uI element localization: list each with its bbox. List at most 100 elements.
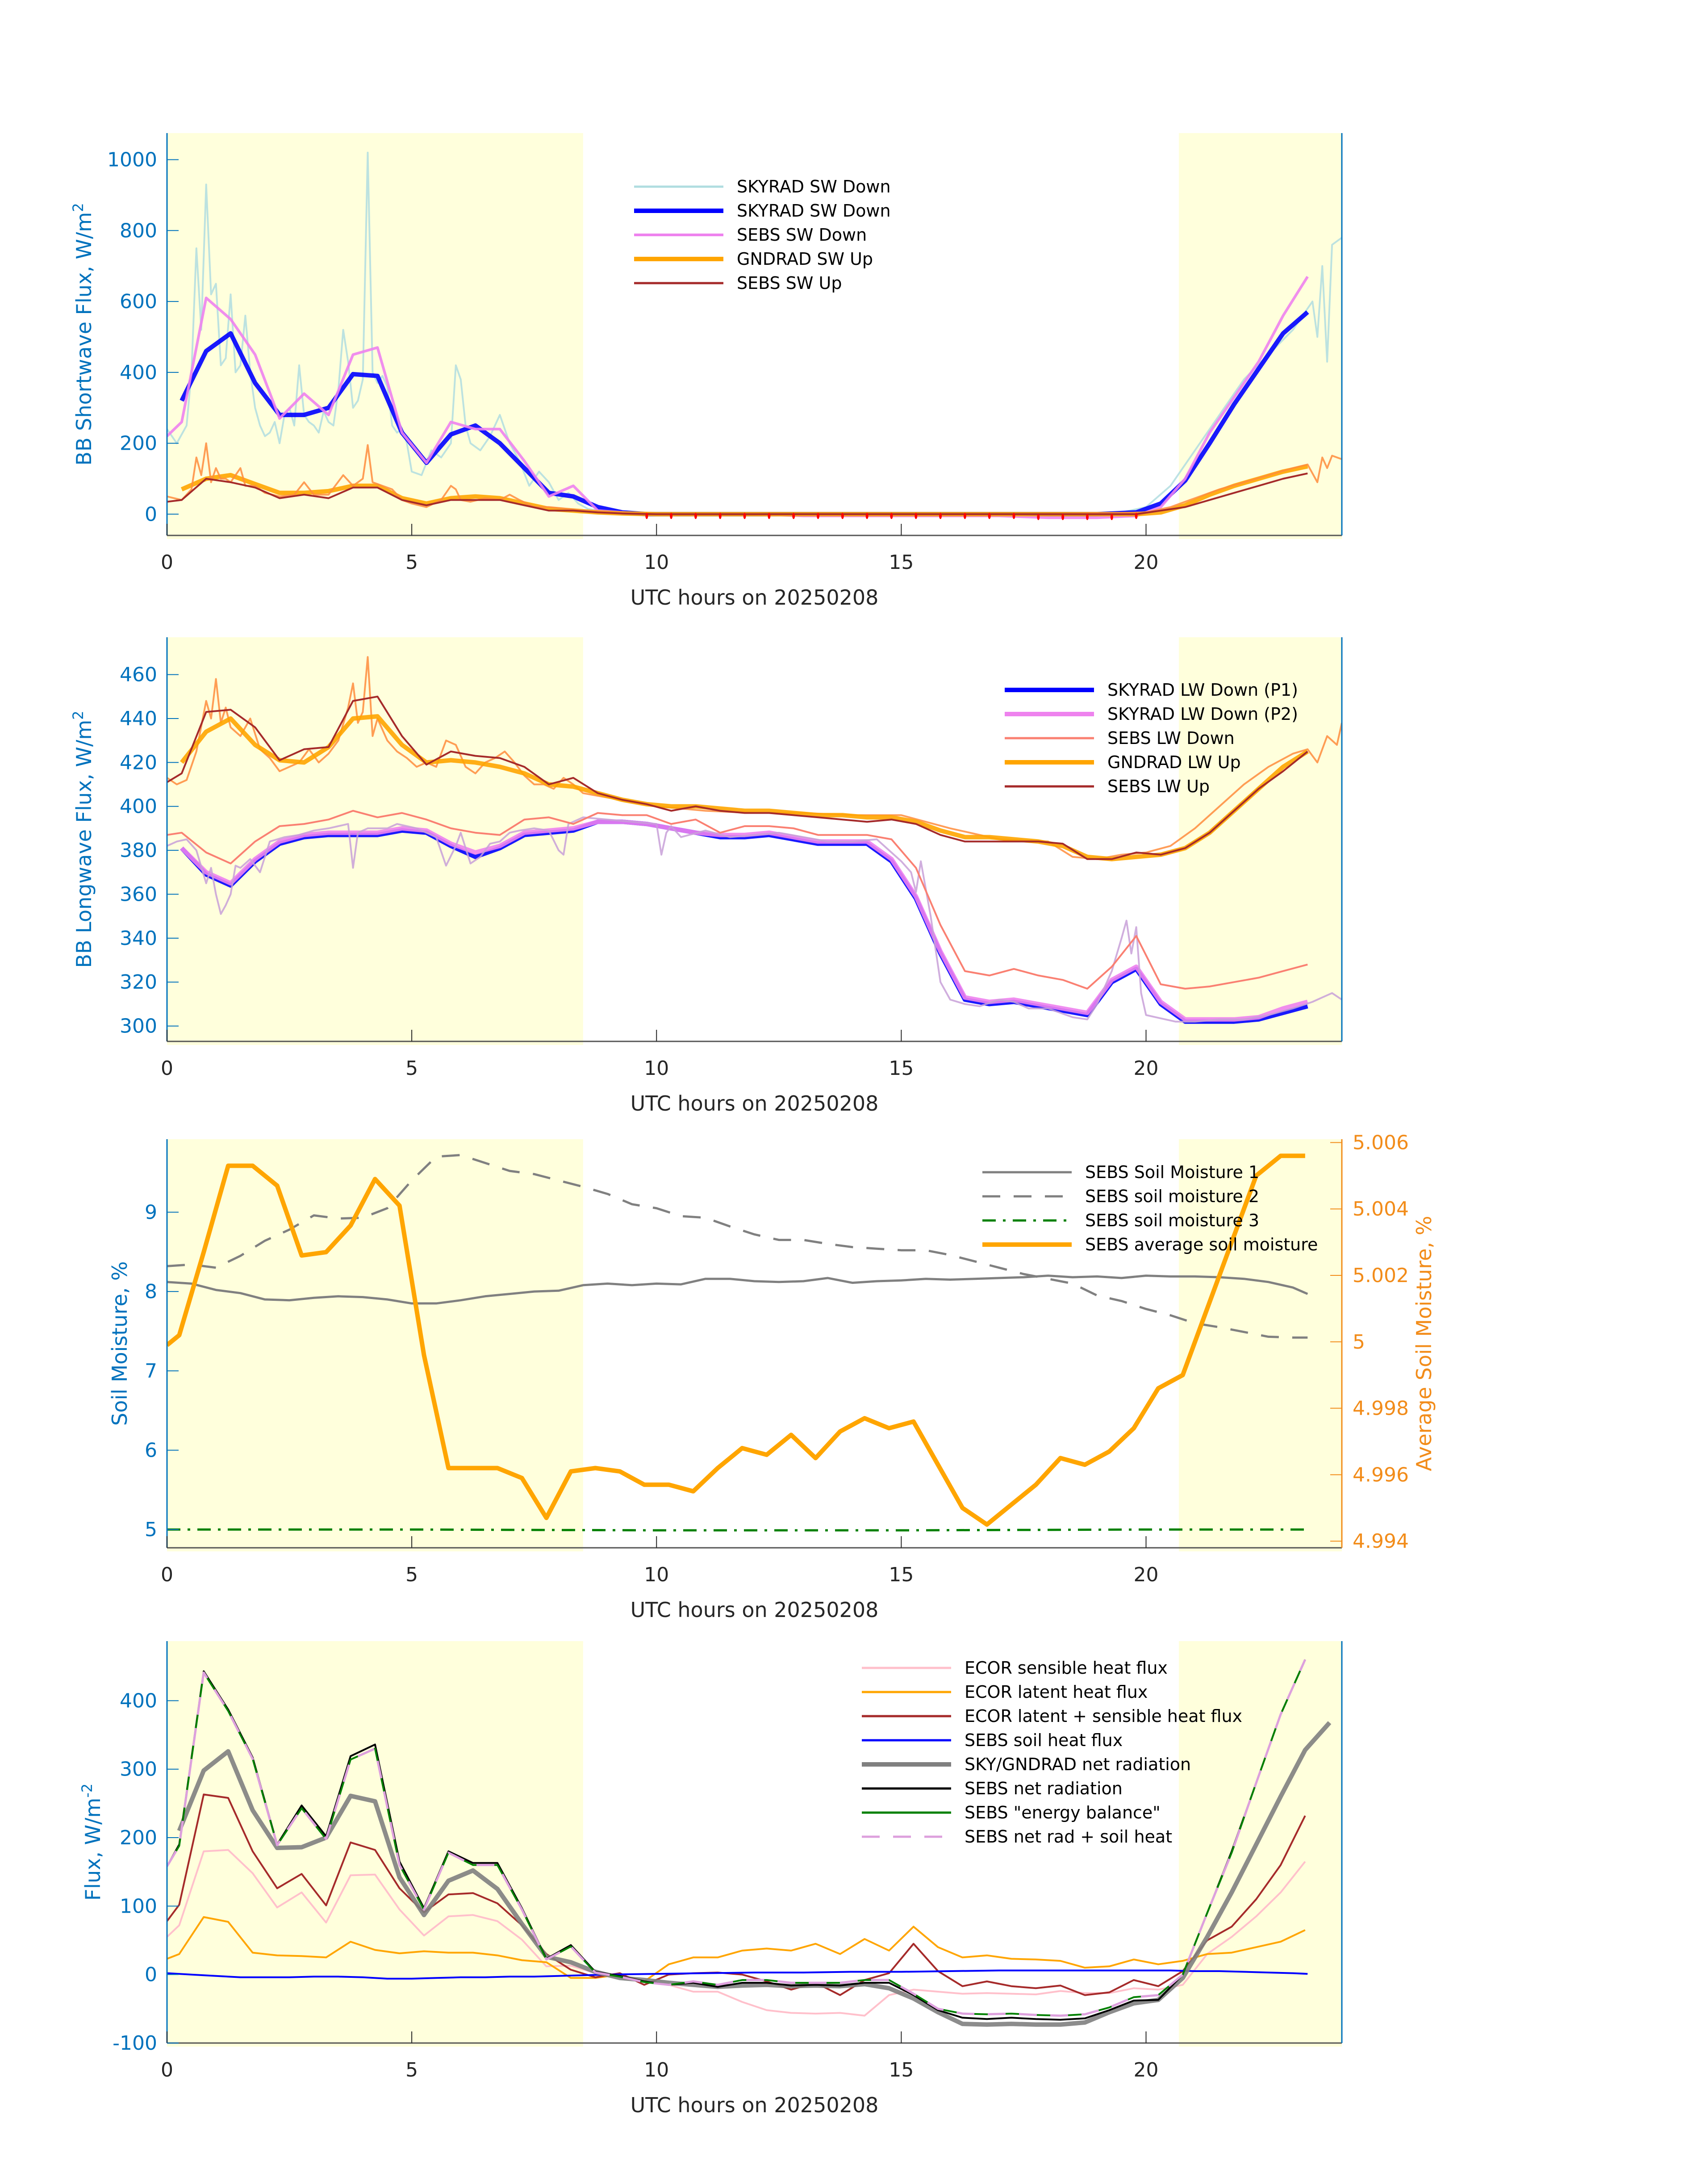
x-tick-label: 20 — [1134, 1563, 1159, 1586]
panel-longwave: 0 5 10 15 20 300 320 340 360 380 400 420 440 460 UTC h… — [70, 637, 1343, 1116]
series-line-sebs-soil-moisture-1 — [167, 1274, 1308, 1305]
legend-item[interactable]: ECOR sensible heat flux — [862, 1658, 1168, 1678]
series-line-sebs-lw-up — [167, 695, 1308, 860]
legend-item[interactable]: SEBS LW Up — [1005, 777, 1210, 796]
y-axis-label-main: BB Longwave Flux, W/m — [72, 720, 96, 968]
legend-item[interactable]: SEBS "energy balance" — [862, 1803, 1161, 1822]
legend-label: SEBS soil heat flux — [965, 1730, 1123, 1750]
series-line-ecor-sensible-heat-flux — [167, 1849, 1306, 2017]
legend-item[interactable]: ECOR latent + sensible heat flux — [862, 1706, 1242, 1726]
y-tick-label: 320 — [120, 971, 157, 994]
legend-item[interactable]: SKYRAD LW Down (P1) — [1005, 680, 1298, 700]
y2-tick-label: 4.998 — [1353, 1397, 1409, 1420]
legend-item[interactable]: SKYRAD SW Down — [634, 177, 891, 196]
legend-item[interactable]: SEBS LW Down — [1005, 728, 1235, 748]
missing-data-marker — [1086, 514, 1089, 520]
missing-data-marker — [670, 513, 673, 519]
daylight-band — [167, 1641, 583, 2047]
legend-label: SEBS net rad + soil heat — [965, 1827, 1172, 1847]
legend-item[interactable]: GNDRAD SW Up — [634, 249, 873, 269]
y-axis-label-main: Flux, W/m — [81, 1798, 105, 1901]
legend-item[interactable]: GNDRAD LW Up — [1005, 752, 1241, 772]
x-tick-label: 10 — [644, 1057, 669, 1080]
legend: SKYRAD LW Down (P1) SKYRAD LW Down (P2) SE… — [1005, 680, 1298, 796]
legend-item[interactable]: SEBS net rad + soil heat — [862, 1827, 1172, 1847]
x-tick-label: 15 — [889, 551, 914, 574]
missing-data-marker — [890, 513, 893, 519]
missing-data-marker — [1037, 514, 1040, 520]
legend-label: SEBS soil moisture 3 — [1085, 1211, 1259, 1230]
series-line-ecor-latent-heat-flux — [167, 1916, 1306, 1982]
legend-item[interactable]: SEBS Soil Moisture 1 — [982, 1162, 1259, 1182]
missing-data-marker — [1012, 513, 1015, 519]
y2-tick-label: 5.002 — [1353, 1264, 1409, 1287]
legend-label: SKYRAD LW Down (P2) — [1107, 704, 1298, 724]
legend-label: SEBS LW Up — [1107, 777, 1210, 796]
y-tick-label: 0 — [145, 1964, 157, 1986]
missing-data-marker — [1061, 514, 1065, 520]
legend-item[interactable]: ECOR latent heat flux — [862, 1682, 1148, 1702]
x-tick-label: 20 — [1134, 551, 1159, 574]
legend-item[interactable]: SEBS SW Up — [634, 273, 842, 293]
plot-area — [167, 1153, 1308, 1532]
plot-area — [167, 656, 1342, 1024]
y2-tick-label: 4.994 — [1353, 1530, 1409, 1553]
legend-label: SKYRAD SW Down — [737, 201, 891, 221]
y-tick-label: 360 — [120, 883, 157, 906]
y-tick-label: 0 — [145, 503, 157, 526]
y-tick-label: 7 — [145, 1360, 157, 1383]
y-tick-label: 300 — [120, 1758, 157, 1781]
x-axis-label: UTC hours on 20250208 — [631, 1598, 879, 1622]
panel-soil-moisture: 0 5 10 15 20567894.9944.9964.99855.0025.0045… — [108, 1131, 1436, 1622]
y-tick-label: 9 — [145, 1201, 157, 1224]
missing-data-marker — [743, 513, 746, 519]
missing-data-marker — [694, 513, 697, 519]
y-tick-label: 420 — [120, 751, 157, 774]
legend: ECOR sensible heat flux ECOR latent heat … — [862, 1658, 1242, 1847]
y-tick-label: 6 — [145, 1439, 157, 1462]
y-tick-label: 100 — [120, 1895, 157, 1918]
x-tick-label: 15 — [889, 1057, 914, 1080]
legend-item[interactable]: SKYRAD SW Down — [634, 201, 891, 221]
missing-data-marker — [915, 513, 918, 519]
x-tick-label: 10 — [644, 1563, 669, 1586]
missing-data-marker — [645, 513, 648, 519]
legend-item[interactable]: SEBS soil heat flux — [862, 1730, 1123, 1750]
x-tick-label: 10 — [644, 551, 669, 574]
legend-label: SEBS SW Up — [737, 273, 842, 293]
legend-item[interactable]: SKY/GNDRAD net radiation — [862, 1755, 1191, 1774]
daylight-band — [1178, 133, 1342, 539]
legend-item[interactable]: SEBS average soil moisture — [982, 1235, 1318, 1254]
x-tick-label: 0 — [161, 1057, 173, 1080]
y-axis-label: BB Longwave Flux, W/m2 — [70, 710, 96, 968]
series-line-sebs-soil-moisture-3 — [167, 1528, 1308, 1532]
y-axis-label: Soil Moisture, % — [108, 1261, 132, 1425]
x-tick-label: 5 — [405, 1563, 418, 1586]
legend-label: ECOR sensible heat flux — [965, 1658, 1168, 1678]
plot-area — [167, 1659, 1332, 2027]
missing-data-marker — [1110, 514, 1113, 520]
legend-item[interactable]: SEBS net radiation — [862, 1779, 1123, 1798]
y-tick-label: 800 — [120, 219, 157, 242]
legend-item[interactable]: SKYRAD LW Down (P2) — [1005, 704, 1298, 724]
legend-item[interactable]: SEBS soil moisture 3 — [982, 1211, 1259, 1230]
y-axis-label-main: BB Shortwave Flux, W/m — [72, 212, 96, 466]
daylight-band — [167, 133, 583, 539]
legend-label: SEBS average soil moisture — [1085, 1235, 1318, 1254]
legend-item[interactable]: SEBS SW Down — [634, 225, 867, 245]
x-tick-label: 20 — [1134, 2059, 1159, 2081]
x-tick-label: 0 — [161, 1563, 173, 1586]
legend-label: GNDRAD LW Up — [1107, 752, 1241, 772]
legend-label: SEBS LW Down — [1107, 728, 1235, 748]
y2-axis-label: Average Soil Moisture, % — [1412, 1216, 1436, 1471]
legend-item[interactable]: SEBS soil moisture 2 — [982, 1187, 1259, 1206]
daylight-band — [167, 1139, 583, 1551]
x-axis-label: UTC hours on 20250208 — [631, 1091, 879, 1116]
y-tick-label: 440 — [120, 707, 157, 730]
legend: SEBS Soil Moisture 1 SEBS soil moisture 2… — [982, 1162, 1318, 1254]
x-tick-label: 5 — [405, 1057, 418, 1080]
y-tick-label: 400 — [120, 361, 157, 384]
x-tick-label: 5 — [405, 551, 418, 574]
